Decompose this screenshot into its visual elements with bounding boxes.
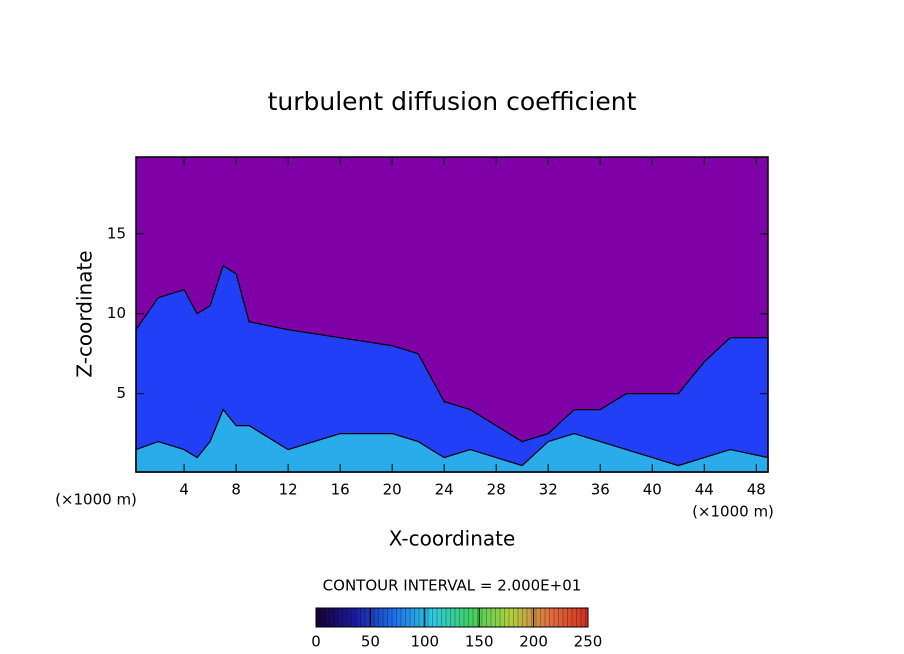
colorbar <box>315 607 589 628</box>
y-tick-label: 5 <box>116 384 126 402</box>
x-axis-label: X-coordinate <box>389 527 516 551</box>
plot-frame <box>135 156 769 473</box>
x-tick-label: 24 <box>435 481 454 499</box>
x-tick-label: 28 <box>487 481 506 499</box>
x-tick-label: 20 <box>383 481 402 499</box>
field-layer <box>135 264 769 473</box>
x-tick-label: 4 <box>179 481 189 499</box>
x-tick-label: 32 <box>539 481 558 499</box>
x-unit: (×1000 m) <box>692 503 774 521</box>
field-layer <box>135 408 769 473</box>
y-unit: (×1000 m) <box>55 491 137 509</box>
x-tick-label: 16 <box>331 481 350 499</box>
y-tick-label: 15 <box>107 224 126 242</box>
x-tick-label: 8 <box>231 481 241 499</box>
x-tick-label: 12 <box>279 481 298 499</box>
annotation: CONTOUR INTERVAL = 2.000E+01 <box>323 577 582 595</box>
colorbar-tick-label: 0 <box>311 633 321 651</box>
chart-title: turbulent diffusion coefficient <box>268 87 637 116</box>
x-tick-label: 40 <box>643 481 662 499</box>
x-tick-label: 36 <box>591 481 610 499</box>
colorbar-tick-label: 50 <box>361 633 380 651</box>
x-tick-label: 44 <box>695 481 714 499</box>
colorbar-tick-label: 100 <box>410 633 439 651</box>
colorbar-tick-label: 250 <box>574 633 603 651</box>
colorbar-tick-label: 200 <box>519 633 548 651</box>
y-axis-label: Z-coordinate <box>73 250 97 377</box>
x-tick-label: 48 <box>747 481 766 499</box>
y-tick-label: 10 <box>107 304 126 322</box>
colorbar-tick-label: 150 <box>465 633 494 651</box>
